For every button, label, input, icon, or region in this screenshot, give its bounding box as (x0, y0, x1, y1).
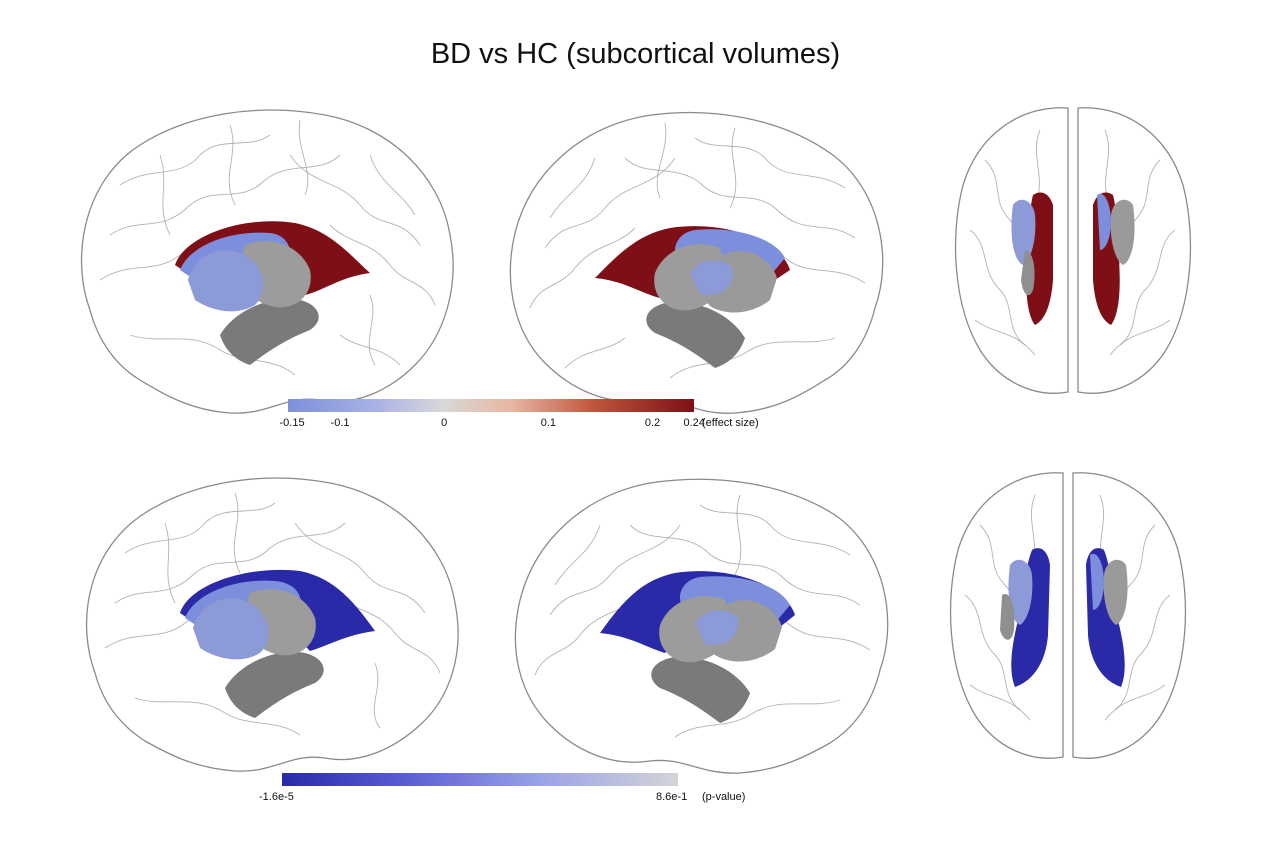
effect-size-colorbar (288, 399, 694, 412)
pvalue-colorbar (282, 773, 678, 786)
effect-size-tick-label: 0 (441, 417, 448, 429)
pvalue-tick-min: -1.6e-5 (259, 791, 294, 803)
pvalue-unit-label: (p-value) (702, 791, 746, 803)
pvalue-tick-max: 8.6e-1 (656, 791, 688, 803)
brain-right-lateral-effect (509, 111, 884, 414)
brain-superior-effect (954, 107, 1192, 394)
effect-size-tick-label: 0.1 (540, 417, 557, 429)
effect-size-tick-label: -0.1 (330, 417, 350, 429)
brain-left-lateral-pvalue (85, 477, 459, 772)
effect-size-tick-label: 0.24 (683, 417, 705, 429)
figure-title: BD vs HC (subcortical volumes) (430, 38, 841, 70)
brain-superior-pvalue (949, 472, 1187, 759)
brain-right-lateral-pvalue (514, 478, 889, 774)
effect-size-tick-label: -0.15 (279, 417, 305, 429)
brain-left-lateral-effect (80, 109, 454, 414)
effect-size-unit-label: (effect size) (702, 417, 759, 429)
effect-size-tick-label: 0.2 (644, 417, 661, 429)
